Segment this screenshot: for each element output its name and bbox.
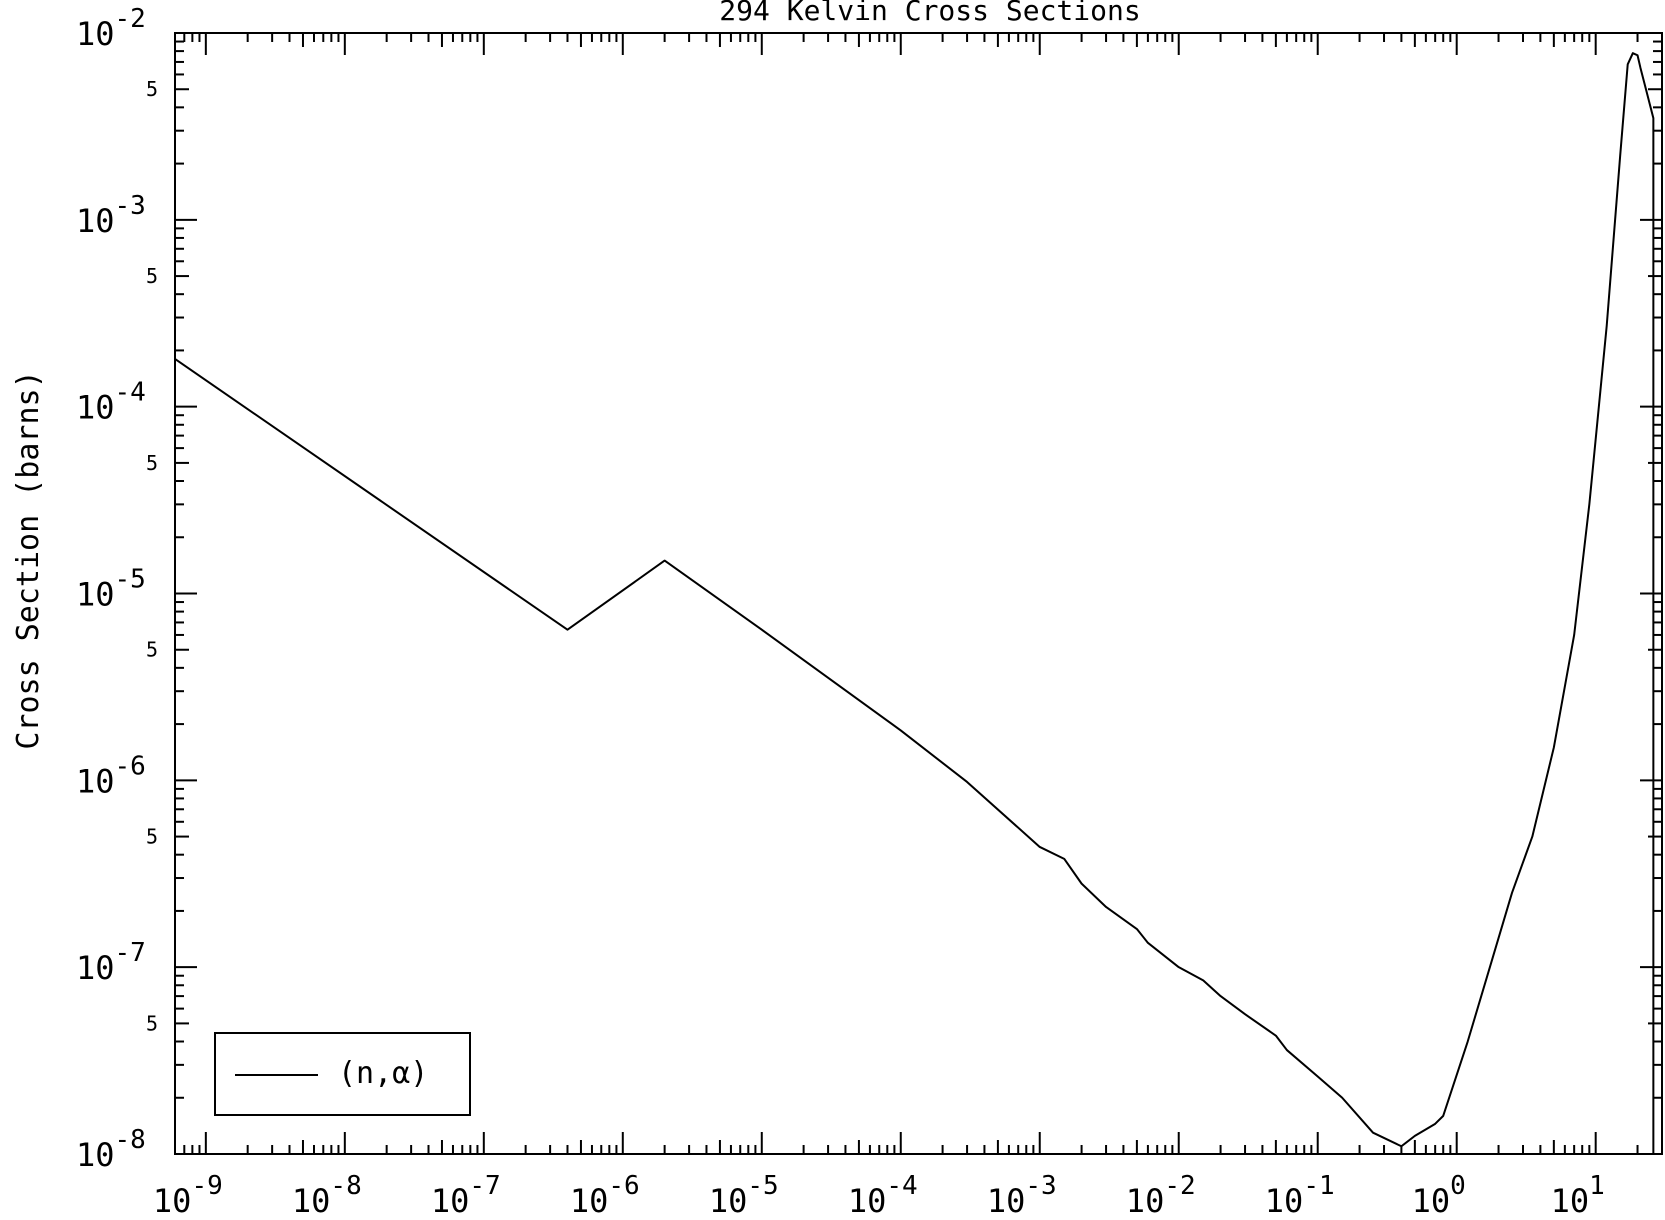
y-tick-label: 10-4 (76, 378, 146, 427)
x-tick-label: 10-8 (292, 1171, 362, 1220)
chart-title: 294 Kelvin Cross Sections (719, 0, 1140, 27)
x-tick-label: 10-3 (987, 1171, 1057, 1220)
legend: (n,α) (214, 1032, 471, 1116)
y-minor-tick-label: 5 (146, 638, 158, 662)
tick-labels: 10-9 10-8 10-7 10-6 10-5 10-4 10-3 10-2 10-1 100 1… (76, 4, 1605, 1220)
series-layer (174, 52, 1655, 1154)
y-minor-tick-label: 5 (146, 825, 158, 849)
axis-ticks (174, 32, 1663, 1155)
y-minor-tick-label: 5 (146, 1011, 158, 1035)
legend-label: (n,α) (338, 1056, 428, 1091)
y-minor-tick-label: 5 (146, 264, 158, 288)
x-tick-label: 10-9 (153, 1171, 223, 1220)
y-axis-label: Cross Section (barns) (11, 370, 46, 749)
x-tick-label: 10-6 (570, 1171, 640, 1220)
x-tick-label: 10-7 (431, 1171, 501, 1220)
x-tick-label: 100 (1412, 1171, 1466, 1220)
y-minor-tick-label: 5 (146, 451, 158, 475)
x-tick-label: 10-2 (1126, 1171, 1196, 1220)
y-tick-label: 10-3 (76, 191, 146, 240)
y-tick-label: 10-6 (76, 751, 146, 800)
y-tick-label: 10-2 (76, 4, 146, 53)
x-tick-label: 10-1 (1265, 1171, 1335, 1220)
y-tick-label: 10-8 (76, 1125, 146, 1174)
y-tick-label: 10-7 (76, 938, 146, 987)
series-line-n-alpha (174, 52, 1655, 1154)
x-tick-label: 10-4 (848, 1171, 918, 1220)
x-tick-label: 101 (1551, 1171, 1605, 1220)
y-tick-label: 10-5 (76, 565, 146, 614)
y-minor-tick-label: 5 (146, 77, 158, 101)
plot-frame (174, 32, 1663, 1155)
x-tick-label: 10-5 (709, 1171, 779, 1220)
